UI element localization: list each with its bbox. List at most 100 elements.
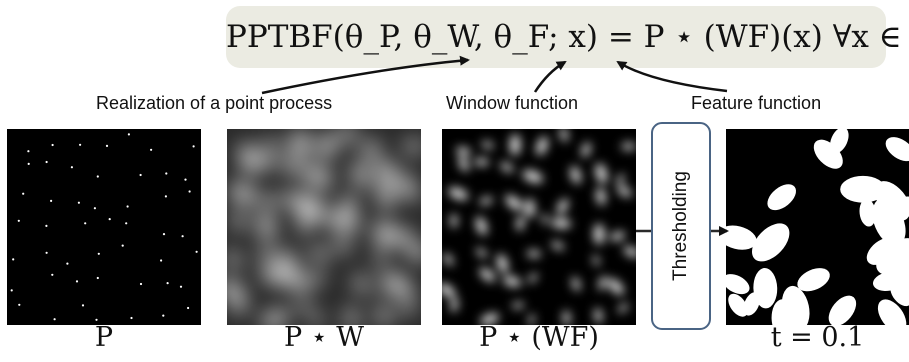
point xyxy=(12,258,15,261)
feature-cell xyxy=(571,277,581,291)
panel-background xyxy=(442,129,636,325)
point xyxy=(126,205,129,208)
binary-blob xyxy=(891,245,909,280)
point xyxy=(93,207,96,210)
window-cell xyxy=(240,152,257,175)
feature-cell xyxy=(458,156,469,172)
window-cell xyxy=(374,219,394,250)
feature-cell xyxy=(551,218,572,229)
point xyxy=(84,222,87,225)
window-cell xyxy=(404,243,421,261)
feature-cell xyxy=(512,302,524,309)
window-cell xyxy=(282,159,302,175)
feature-cell xyxy=(617,186,632,197)
feature-cell xyxy=(476,248,487,258)
feature-cell xyxy=(596,187,606,206)
feature-cell xyxy=(479,197,493,205)
caption-threshold-value: t = 0.1 xyxy=(770,322,865,353)
feature-cell xyxy=(475,216,487,236)
point xyxy=(45,251,48,254)
window-cell xyxy=(261,309,289,325)
window-cell xyxy=(398,183,421,200)
feature-cell xyxy=(541,213,548,225)
point xyxy=(130,316,133,320)
binary-blob xyxy=(885,137,909,162)
feature-cell xyxy=(500,162,514,173)
point xyxy=(160,259,163,262)
point xyxy=(162,314,165,317)
binary-blob xyxy=(752,223,790,262)
feature-cell xyxy=(536,136,548,156)
thresholding-box: Thresholding xyxy=(651,122,711,330)
window-cell xyxy=(389,274,413,299)
binary-blob xyxy=(877,299,907,325)
window-cell xyxy=(306,194,324,223)
feature-texture xyxy=(442,129,636,325)
window-cell xyxy=(376,304,391,325)
window-cell xyxy=(257,212,276,240)
window-cell xyxy=(227,250,241,269)
thresholded-panel xyxy=(726,129,909,325)
binary-blob xyxy=(872,198,906,246)
point xyxy=(96,276,99,280)
window-texture xyxy=(227,129,421,325)
feature-cell xyxy=(456,147,471,156)
binary-blob xyxy=(797,268,830,292)
point xyxy=(192,145,195,148)
binary-blob xyxy=(771,299,795,325)
binary-blob xyxy=(828,295,857,325)
window-cell xyxy=(403,140,421,153)
point xyxy=(165,172,168,175)
feature-cell xyxy=(623,246,636,258)
point xyxy=(96,175,99,178)
feature-cell xyxy=(551,241,565,250)
binary-blob xyxy=(726,274,750,295)
point xyxy=(139,173,142,177)
point xyxy=(95,318,98,321)
point xyxy=(179,285,183,288)
point xyxy=(108,218,111,221)
thresholding-label: Thresholding xyxy=(670,171,691,281)
point xyxy=(105,144,109,147)
point xyxy=(18,303,21,306)
binary-blob xyxy=(840,175,886,203)
point xyxy=(79,143,82,146)
feature-cell xyxy=(595,163,608,184)
feature-cell xyxy=(516,215,525,231)
point xyxy=(17,219,20,222)
window-cell xyxy=(294,300,312,311)
feature-cell xyxy=(496,254,508,274)
panel-background xyxy=(7,129,201,325)
point xyxy=(195,250,198,253)
feature-cell xyxy=(479,267,496,282)
point xyxy=(97,252,100,255)
window-feature-panel xyxy=(442,129,636,325)
point xyxy=(150,148,153,151)
feature-cell xyxy=(570,166,581,184)
binary-blob xyxy=(859,199,876,227)
window-cell xyxy=(344,307,359,325)
window-cell xyxy=(338,195,357,218)
point xyxy=(162,233,166,236)
window-cell xyxy=(351,162,370,188)
point xyxy=(51,143,54,147)
window-cell xyxy=(263,139,282,151)
point xyxy=(45,160,48,164)
feature-cell xyxy=(621,142,636,150)
window-cell xyxy=(333,238,352,253)
feature-cell xyxy=(617,173,624,186)
window-cell xyxy=(310,270,325,286)
binary-blob xyxy=(890,282,909,307)
binary-blob xyxy=(866,237,898,265)
feature-cell xyxy=(509,134,521,156)
window-cell xyxy=(375,252,387,269)
window-cell xyxy=(232,294,246,316)
point xyxy=(125,222,128,225)
caption-p: P xyxy=(94,322,114,353)
caption-p-star-w: P ⋆ W xyxy=(284,322,364,353)
feature-cell xyxy=(481,141,494,149)
window-cell xyxy=(342,129,356,145)
point xyxy=(81,304,85,307)
point xyxy=(184,178,187,181)
window-cell xyxy=(317,132,337,160)
